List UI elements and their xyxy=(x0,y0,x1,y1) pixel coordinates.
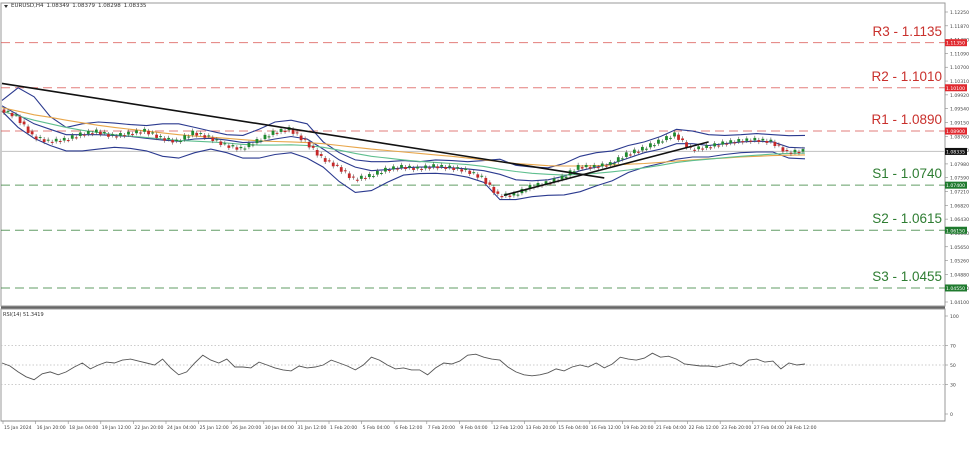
ohlc-open: 1.08349 xyxy=(46,3,70,9)
y-tick-label: 1.11090 xyxy=(950,51,969,57)
level-price-tag: 1.04550 xyxy=(946,286,965,292)
ohlc-low: 1.08298 xyxy=(97,3,121,9)
x-tick-label: 15 Jan 2024 xyxy=(4,425,32,431)
x-tick-label: 26 Jan 20:00 xyxy=(232,425,261,431)
x-tick-label: 22 Jan 20:00 xyxy=(134,425,163,431)
current-price-tag: 1.08335 xyxy=(946,149,965,155)
x-tick-label: 12 Feb 12:00 xyxy=(493,425,523,431)
rsi-tick-label: 50 xyxy=(950,363,956,369)
y-tick-label: 1.09920 xyxy=(950,93,969,99)
level-price-tag: 1.06150 xyxy=(946,228,965,234)
indicator-line xyxy=(1,107,806,167)
level-label-s3: S3 - 1.0455 xyxy=(872,268,942,284)
y-tick-label: 1.07590 xyxy=(950,176,969,182)
x-tick-label: 1 Feb 20:00 xyxy=(330,425,357,431)
level-price-tag: 1.11350 xyxy=(946,41,965,47)
y-tick-label: 1.10310 xyxy=(950,79,969,85)
y-tick-label: 1.05650 xyxy=(950,245,969,251)
x-tick-label: 19 Jan 12:00 xyxy=(102,425,131,431)
rsi-tick-label: 100 xyxy=(950,314,959,320)
rsi-pane xyxy=(0,308,946,422)
x-tick-label: 6 Feb 12:00 xyxy=(395,425,422,431)
level-label-s2: S2 - 1.0615 xyxy=(872,211,942,227)
chart-header: EURUSD,H4 1.08349 1.08379 1.08298 1.0833… xyxy=(4,3,146,9)
y-tick-label: 1.10700 xyxy=(950,65,969,71)
rsi-tick-label: 0 xyxy=(950,412,953,418)
level-label-r3: R3 - 1.1135 xyxy=(872,23,942,39)
y-tick-label: 1.12250 xyxy=(950,10,969,16)
rsi-indicator-label: RSI(14) 51.3419 xyxy=(3,312,44,318)
y-tick-label: 1.11870 xyxy=(950,24,969,30)
ohlc-high: 1.08379 xyxy=(72,3,95,9)
x-tick-label: 15 Feb 04:00 xyxy=(558,425,588,431)
ohlc-close: 1.08335 xyxy=(123,3,147,9)
x-tick-label: 21 Feb 04:00 xyxy=(656,425,686,431)
x-tick-label: 31 Jan 12:00 xyxy=(297,425,326,431)
rsi-tick-label: 30 xyxy=(950,383,956,389)
level-price-tag: 1.08900 xyxy=(946,129,965,135)
x-tick-label: 30 Jan 04:00 xyxy=(265,425,294,431)
y-tick-label: 1.08760 xyxy=(950,134,969,140)
y-tick-label: 1.06820 xyxy=(950,203,969,209)
x-tick-label: 27 Feb 04:00 xyxy=(754,425,784,431)
indicator-line xyxy=(1,87,806,169)
x-tick-label: 28 Feb 12:00 xyxy=(786,425,816,431)
symbol-dropdown-icon[interactable] xyxy=(4,4,8,8)
y-tick-label: 1.06430 xyxy=(950,217,969,223)
symbol-label: EURUSD,H4 xyxy=(11,3,44,9)
y-tick-label: 1.05260 xyxy=(950,259,969,265)
x-tick-label: 16 Jan 20:00 xyxy=(37,425,66,431)
level-price-tag: 1.07400 xyxy=(946,183,965,189)
x-tick-label: 23 Feb 20:00 xyxy=(721,425,751,431)
level-price-tag: 1.10100 xyxy=(946,86,965,92)
level-label-r1: R1 - 1.0890 xyxy=(871,112,942,128)
y-tick-label: 1.07210 xyxy=(950,190,969,196)
rsi-tick-label: 70 xyxy=(950,343,956,349)
x-tick-label: 9 Feb 04:00 xyxy=(460,425,487,431)
indicator-line xyxy=(1,110,806,201)
x-tick-label: 5 Feb 04:00 xyxy=(363,425,390,431)
x-tick-label: 22 Feb 12:00 xyxy=(689,425,719,431)
x-tick-label: 25 Jan 12:00 xyxy=(200,425,229,431)
level-label-r2: R2 - 1.1010 xyxy=(871,68,942,84)
indicator-line xyxy=(1,110,806,176)
level-label-s1: S1 - 1.0740 xyxy=(872,166,942,182)
x-tick-label: 19 Feb 20:00 xyxy=(623,425,653,431)
x-tick-label: 13 Feb 20:00 xyxy=(526,425,556,431)
y-tick-label: 1.07980 xyxy=(950,162,969,168)
y-tick-label: 1.09540 xyxy=(950,107,969,113)
candles xyxy=(2,107,805,200)
x-tick-label: 18 Jan 04:00 xyxy=(69,425,98,431)
x-tick-label: 16 Feb 12:00 xyxy=(591,425,621,431)
y-tick-label: 1.09150 xyxy=(950,120,969,126)
rsi-line xyxy=(1,352,806,381)
uptrend-trendline[interactable] xyxy=(503,141,709,197)
x-tick-label: 7 Feb 20:00 xyxy=(428,425,455,431)
y-tick-label: 1.04880 xyxy=(950,272,969,278)
downtrend-trendline[interactable] xyxy=(1,82,605,179)
y-tick-label: 1.04100 xyxy=(950,300,969,306)
y-tick-label: 1.06040 xyxy=(950,231,969,237)
x-tick-label: 24 Jan 04:00 xyxy=(167,425,196,431)
